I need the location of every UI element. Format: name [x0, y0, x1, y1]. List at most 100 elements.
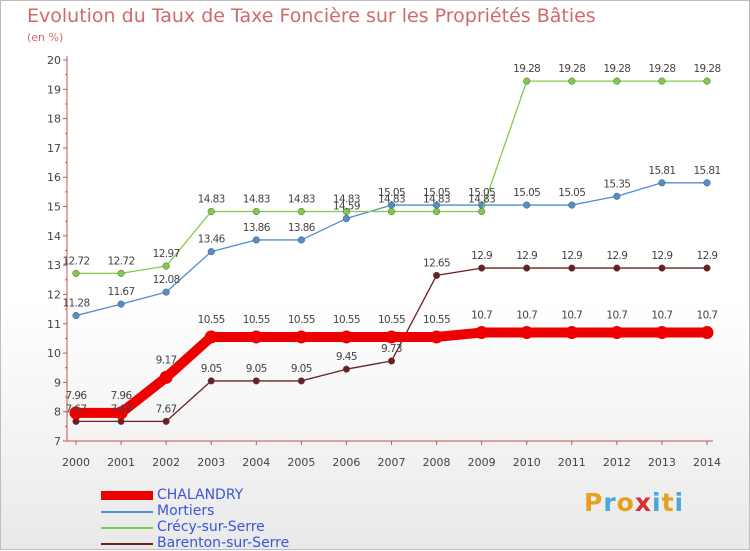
data-label-crecy-sur-serre: 12.72 — [108, 255, 135, 267]
data-point-barenton-sur-serre — [252, 377, 260, 385]
proxiti-logo: Proxiti — [584, 488, 684, 517]
data-point-mortiers — [703, 179, 711, 187]
data-point-chalandry — [159, 370, 173, 384]
y-tick-label: 11 — [47, 318, 61, 331]
legend-swatch — [101, 491, 153, 500]
data-label-mortiers: 15.05 — [513, 187, 540, 199]
data-label-mortiers: 11.67 — [108, 286, 135, 298]
y-tick-label: 13 — [47, 259, 61, 272]
y-tick-label: 10 — [47, 347, 61, 360]
data-point-crecy-sur-serre — [297, 207, 305, 216]
chart-subtitle: (en %) — [27, 31, 64, 44]
x-tick-label: 2013 — [648, 456, 676, 469]
data-label-crecy-sur-serre: 12.72 — [62, 255, 89, 267]
data-point-mortiers — [162, 288, 170, 296]
data-point-chalandry — [565, 326, 579, 340]
data-point-mortiers — [568, 201, 576, 209]
legend-swatch — [101, 511, 153, 513]
data-label-barenton-sur-serre: 9.05 — [246, 363, 267, 375]
data-label-barenton-sur-serre: 9.45 — [336, 351, 357, 363]
data-label-mortiers: 15.05 — [423, 187, 450, 199]
data-point-barenton-sur-serre — [478, 264, 486, 272]
data-label-mortiers: 15.81 — [693, 165, 720, 177]
data-label-crecy-sur-serre: 14.83 — [243, 194, 270, 206]
data-point-mortiers — [297, 236, 305, 244]
data-label-barenton-sur-serre: 12.9 — [561, 250, 582, 262]
x-tick-label: 2000 — [62, 456, 90, 469]
logo-letter: o — [616, 488, 635, 517]
data-label-crecy-sur-serre: 19.28 — [513, 63, 540, 75]
data-label-chalandry: 10.7 — [516, 310, 537, 322]
x-tick-label: 2006 — [332, 456, 360, 469]
data-label-mortiers: 15.35 — [603, 178, 630, 190]
data-point-chalandry — [385, 330, 398, 344]
data-label-mortiers: 13.86 — [243, 222, 271, 234]
logo-letter: r — [603, 488, 617, 517]
data-point-mortiers — [72, 312, 80, 320]
data-point-chalandry — [69, 406, 83, 420]
data-label-chalandry: 10.55 — [333, 314, 360, 326]
data-point-chalandry — [294, 330, 308, 344]
data-point-crecy-sur-serre — [342, 207, 350, 216]
data-point-barenton-sur-serre — [387, 357, 396, 365]
y-tick-label: 19 — [47, 83, 61, 96]
data-label-crecy-sur-serre: 12.97 — [153, 248, 180, 260]
data-label-chalandry: 7.96 — [66, 390, 88, 402]
data-point-crecy-sur-serre — [703, 77, 711, 85]
data-label-barenton-sur-serre: 12.65 — [423, 257, 450, 269]
x-tick-label: 2011 — [558, 456, 586, 469]
data-point-mortiers — [613, 192, 621, 200]
y-tick-label: 18 — [47, 113, 61, 126]
logo-letter: P — [584, 488, 604, 517]
data-label-mortiers: 13.86 — [288, 222, 316, 234]
data-label-crecy-sur-serre: 14.83 — [288, 194, 315, 206]
y-tick-label: 12 — [47, 288, 61, 301]
data-point-crecy-sur-serre — [658, 77, 666, 85]
x-tick-label: 2012 — [603, 456, 631, 469]
legend-label: CHALANDRY — [157, 487, 244, 503]
data-label-chalandry: 10.7 — [697, 310, 718, 322]
y-tick-label: 9 — [54, 376, 61, 389]
y-tick-label: 14 — [47, 230, 61, 243]
data-label-crecy-sur-serre: 14.83 — [423, 194, 450, 206]
data-label-mortiers: 15.05 — [558, 187, 585, 199]
data-point-barenton-sur-serre — [162, 417, 170, 425]
data-label-barenton-sur-serre: 7.67 — [156, 403, 177, 415]
data-point-crecy-sur-serre — [387, 207, 396, 216]
data-point-mortiers — [342, 215, 350, 223]
data-point-mortiers — [658, 179, 666, 187]
data-point-chalandry — [430, 330, 444, 344]
data-point-barenton-sur-serre — [342, 365, 350, 373]
data-point-chalandry — [475, 326, 489, 340]
data-point-crecy-sur-serre — [613, 77, 621, 85]
data-label-chalandry: 10.7 — [561, 310, 582, 322]
data-point-chalandry — [655, 326, 669, 340]
data-label-barenton-sur-serre: 12.9 — [606, 250, 627, 262]
data-label-chalandry: 9.17 — [156, 354, 177, 366]
data-point-crecy-sur-serre — [568, 77, 576, 85]
x-tick-label: 2003 — [197, 456, 225, 469]
data-label-chalandry: 10.7 — [606, 310, 627, 322]
data-point-barenton-sur-serre — [297, 377, 305, 385]
logo-letter: x — [634, 488, 652, 517]
x-tick-label: 2001 — [107, 456, 135, 469]
chart-title: Evolution du Taux de Taxe Foncière sur l… — [27, 5, 596, 27]
data-label-mortiers: 13.46 — [198, 234, 226, 246]
y-tick-label: 8 — [54, 406, 61, 419]
data-label-crecy-sur-serre: 19.28 — [603, 63, 630, 75]
data-label-mortiers: 11.28 — [62, 298, 89, 310]
data-label-barenton-sur-serre: 9.05 — [291, 363, 312, 375]
data-point-barenton-sur-serre — [523, 264, 531, 272]
data-point-mortiers — [117, 300, 125, 308]
data-point-chalandry — [114, 406, 128, 420]
data-label-chalandry: 10.55 — [378, 314, 405, 326]
data-point-chalandry — [249, 330, 263, 344]
data-point-barenton-sur-serre — [568, 264, 576, 272]
legend-swatch — [101, 527, 153, 529]
data-label-barenton-sur-serre: 7.67 — [66, 403, 87, 415]
legend-swatch — [101, 543, 153, 545]
data-label-barenton-sur-serre: 12.9 — [697, 250, 718, 262]
data-label-barenton-sur-serre: 12.9 — [516, 250, 537, 262]
